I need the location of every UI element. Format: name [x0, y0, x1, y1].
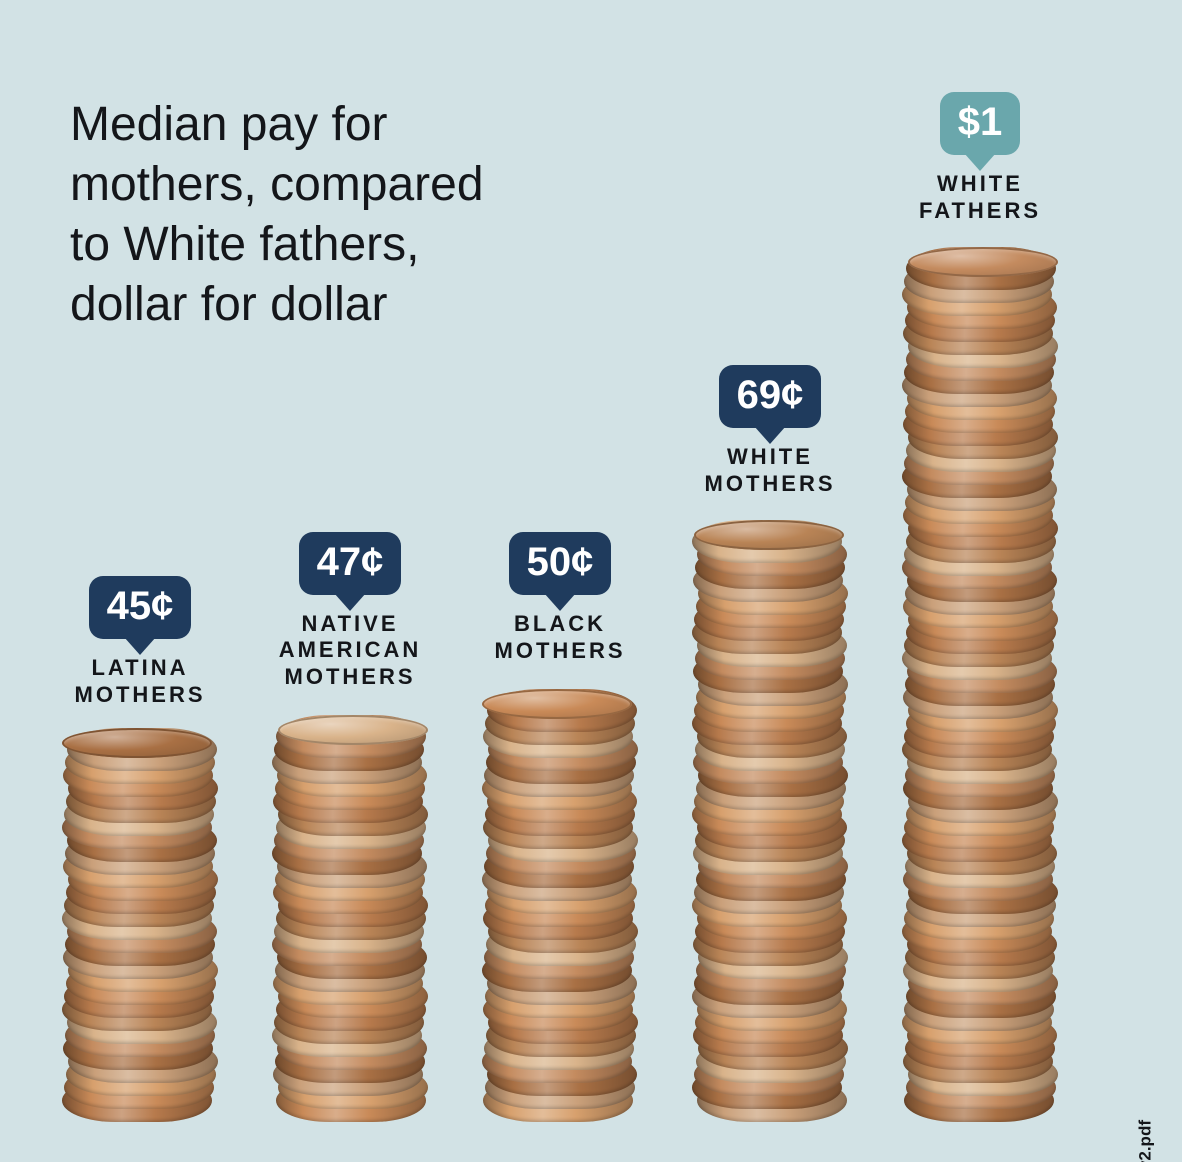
coin-top-icon — [482, 689, 632, 719]
coin-stack — [695, 515, 845, 1122]
chart-column: $1 WHITE FATHERS — [890, 92, 1070, 1122]
coin-top-icon — [908, 247, 1058, 277]
chart-column: 47¢ NATIVE AMERICAN MOTHERS — [260, 532, 440, 1122]
bubble-arrow-icon — [334, 593, 366, 611]
bubble-arrow-icon — [124, 637, 156, 655]
value-bubble: 69¢ — [719, 365, 822, 428]
chart-column: 45¢ LATINA MOTHERS — [50, 576, 230, 1122]
infographic-canvas: Median pay for mothers, compared to Whit… — [0, 0, 1182, 1162]
coin-top-icon — [694, 520, 844, 550]
category-label: LATINA MOTHERS — [75, 655, 206, 708]
bubble-arrow-icon — [754, 426, 786, 444]
value-bubble: 50¢ — [509, 532, 612, 595]
source-citation: Source: https://nwlc.org/wp-content/uplo… — [1136, 1120, 1156, 1162]
chart-column: 50¢ BLACK MOTHERS — [470, 532, 650, 1122]
coin-top-icon — [62, 728, 212, 758]
chart-columns: 45¢ LATINA MOTHERS 47¢ NATIVE AMERICAN MOTH… — [50, 92, 1070, 1122]
category-label: WHITE FATHERS — [919, 171, 1041, 224]
bubble-arrow-icon — [544, 593, 576, 611]
chart-column: 69¢ WHITE MOTHERS — [680, 365, 860, 1122]
coin-stack — [65, 726, 215, 1122]
coin-stack — [905, 242, 1055, 1122]
category-label: WHITE MOTHERS — [705, 444, 836, 497]
bubble-arrow-icon — [964, 153, 996, 171]
category-label: BLACK MOTHERS — [495, 611, 626, 664]
coin-top-icon — [278, 715, 428, 745]
coin-stack — [485, 682, 635, 1122]
coin-stack — [275, 708, 425, 1122]
value-bubble: 47¢ — [299, 532, 402, 595]
value-bubble: 45¢ — [89, 576, 192, 639]
value-bubble: $1 — [940, 92, 1021, 155]
category-label: NATIVE AMERICAN MOTHERS — [279, 611, 422, 690]
